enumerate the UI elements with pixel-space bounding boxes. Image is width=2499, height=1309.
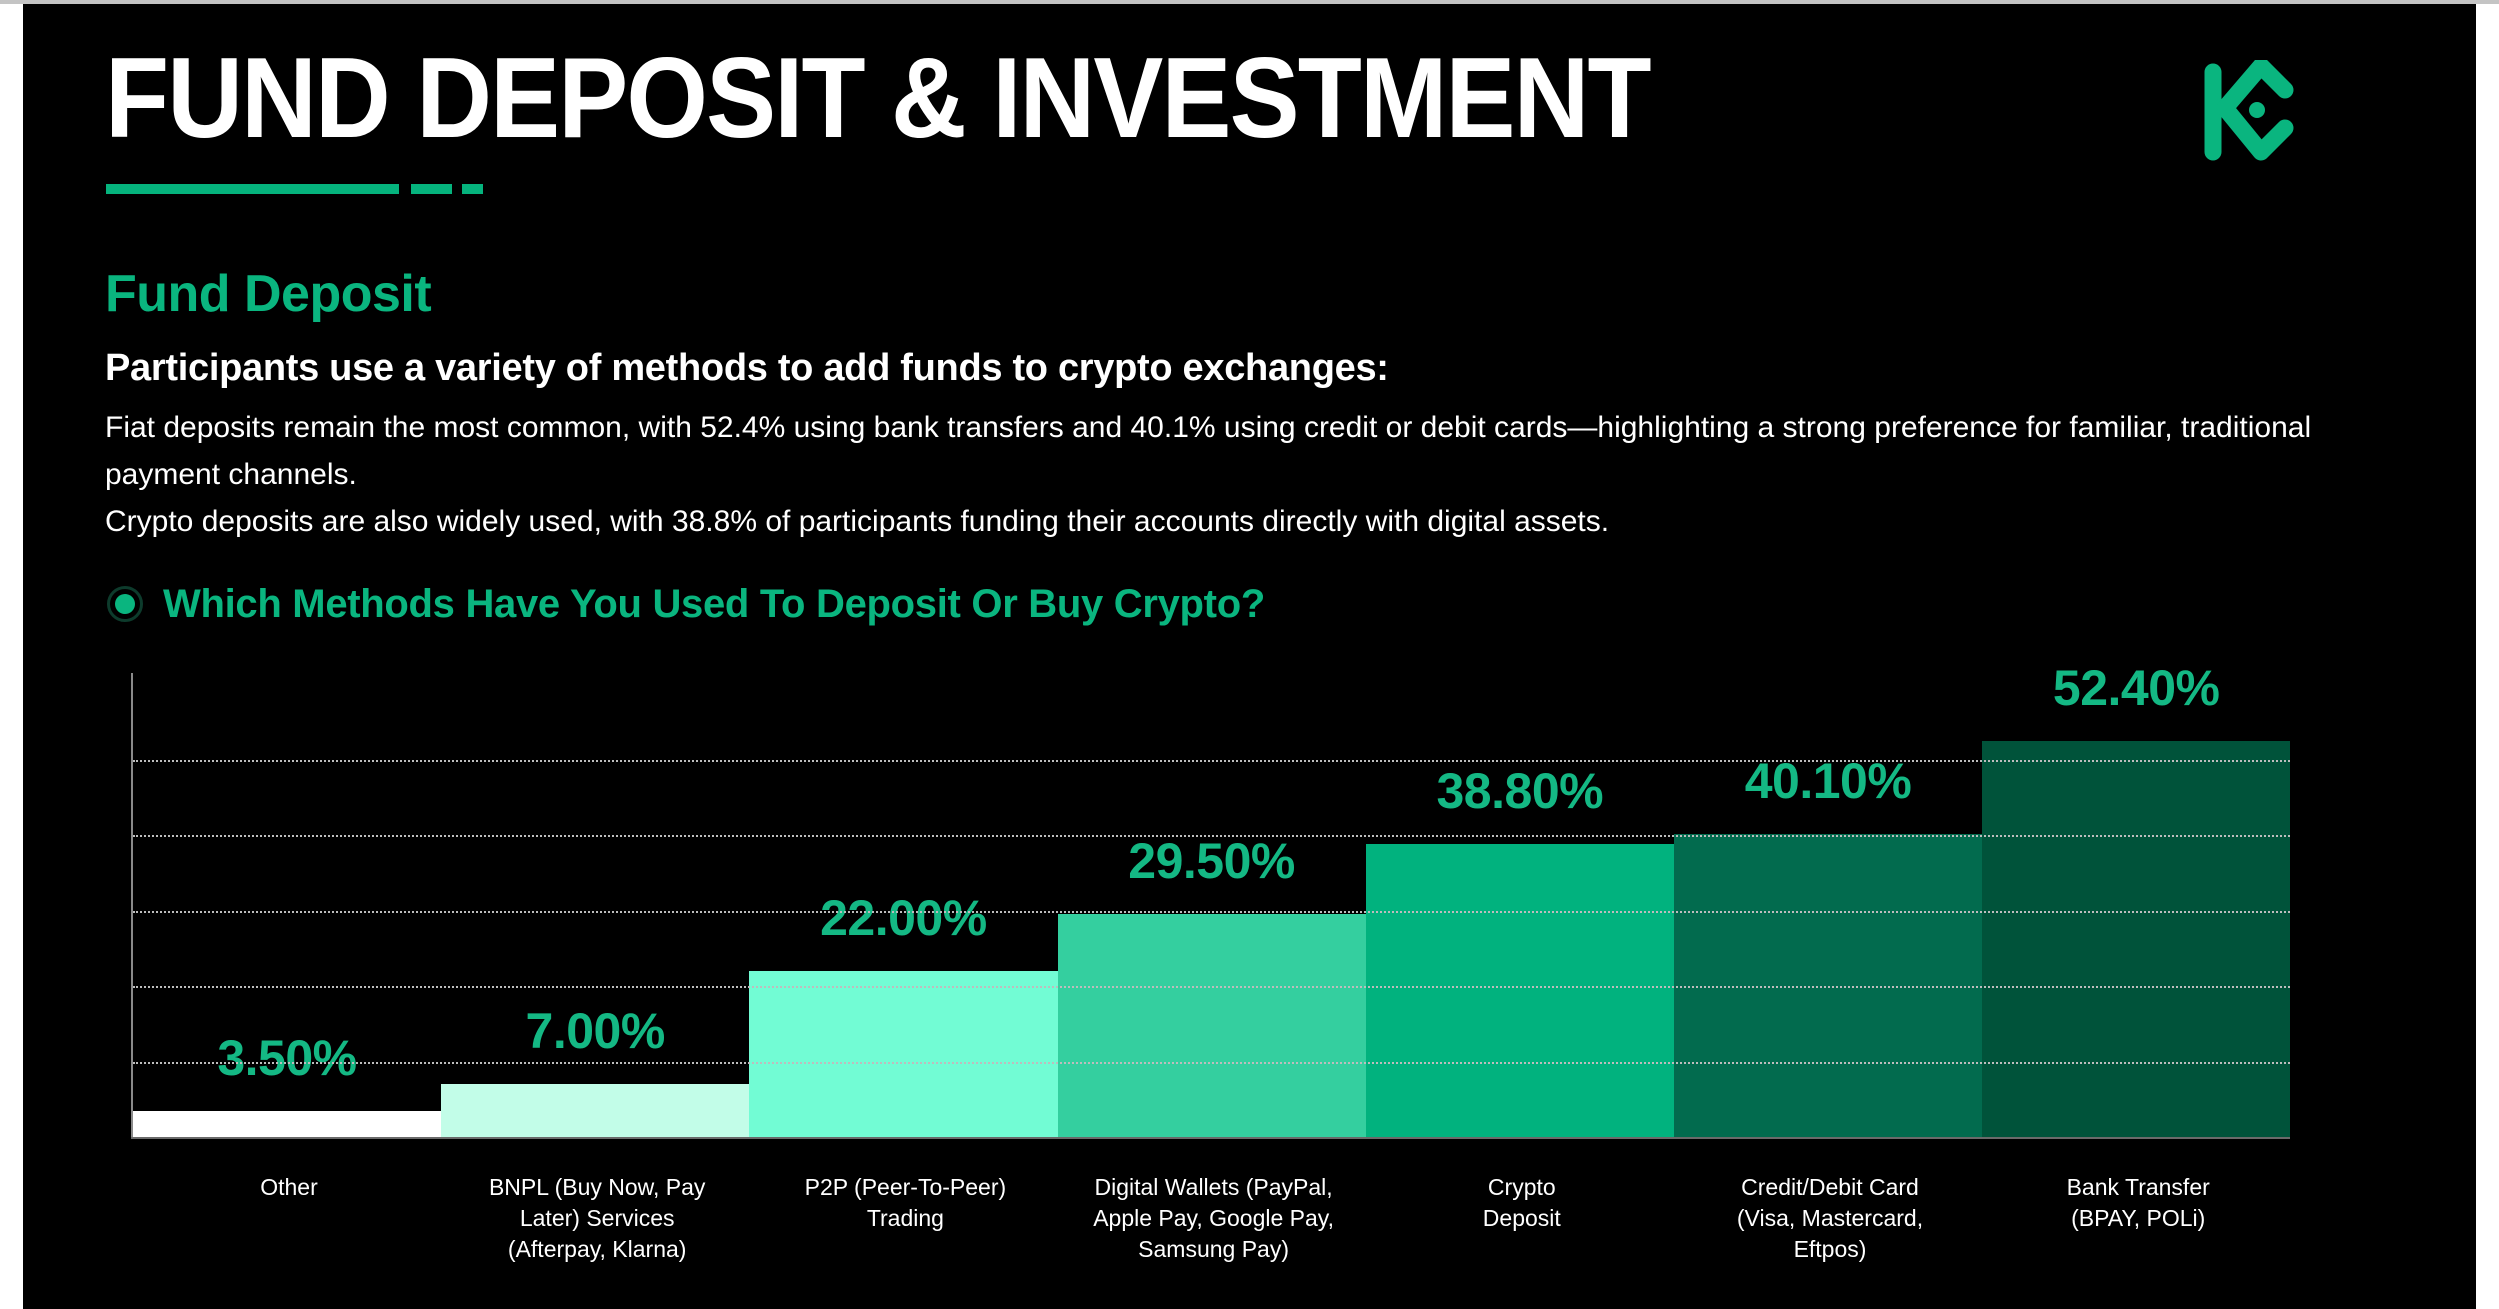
bar-value-label: 29.50% — [1128, 833, 1295, 890]
underline-segment-mid — [411, 184, 452, 194]
bar-value-label: 7.00% — [525, 1003, 666, 1060]
chart-title: Which Methods Have You Used To Deposit O… — [163, 581, 1265, 626]
body-paragraph-fiat: Fiat deposits remain the most common, wi… — [105, 411, 2312, 491]
bar — [441, 1084, 750, 1137]
category-label: Credit/Debit Card (Visa, Mastercard, Eftpo… — [1736, 1174, 1924, 1262]
bar — [133, 1110, 442, 1137]
bar-value-label: 38.80% — [1436, 763, 1604, 820]
infographic-canvas: FUND DEPOSIT & INVESTMENT Fund Deposit P… — [23, 4, 2476, 1309]
bar-value-label: 3.50% — [217, 1029, 357, 1086]
gridline — [133, 759, 2290, 762]
kucoin-logo-icon — [2201, 57, 2305, 164]
gridline — [133, 910, 2290, 913]
bar — [1057, 914, 1366, 1137]
category-label: Digital Wallets (PayPal, Apple Pay, Googl… — [1093, 1174, 1334, 1262]
x-axis — [131, 1137, 2290, 1139]
category-label: P2P (Peer-To-Peer) Trading — [804, 1174, 1007, 1231]
bar-value-label: 22.00% — [820, 889, 987, 946]
bar — [1982, 741, 2291, 1137]
underline-segment-long — [106, 184, 399, 194]
bar — [1365, 844, 1674, 1137]
category-label: Crypto Deposit — [1482, 1174, 1561, 1231]
section-body: Fiat deposits remain the most common, wi… — [105, 404, 2405, 545]
gridline — [133, 835, 2290, 837]
radio-selected-icon — [107, 586, 143, 622]
page-title: FUND DEPOSIT & INVESTMENT — [105, 35, 1652, 162]
chart-question: Which Methods Have You Used To Deposit O… — [107, 582, 1265, 626]
category-label: BNPL (Buy Now, Pay Later) Services (Afterp… — [488, 1174, 706, 1262]
section-lead: Participants use a variety of methods to… — [105, 347, 1389, 389]
underline-segment-short — [462, 184, 483, 194]
window-top-border — [0, 0, 2499, 4]
bar — [749, 970, 1058, 1137]
gridline — [133, 1061, 2290, 1064]
section-title: Fund Deposit — [105, 265, 432, 323]
category-label: Other — [260, 1174, 318, 1200]
bar-value-label: 52.40% — [2052, 660, 2220, 717]
body-paragraph-crypto: Crypto deposits are also widely used, wi… — [105, 505, 1610, 538]
bar-value-label: 40.10% — [1744, 753, 1912, 810]
y-axis — [131, 673, 133, 1137]
bar — [1674, 834, 1983, 1137]
category-label: Bank Transfer (BPAY, POLi) — [2066, 1174, 2210, 1231]
gridline — [133, 986, 2290, 988]
bar-chart: 3.50% Other 7.00% BNPL (Buy Now, Pay Later) … — [23, 4, 2476, 1309]
